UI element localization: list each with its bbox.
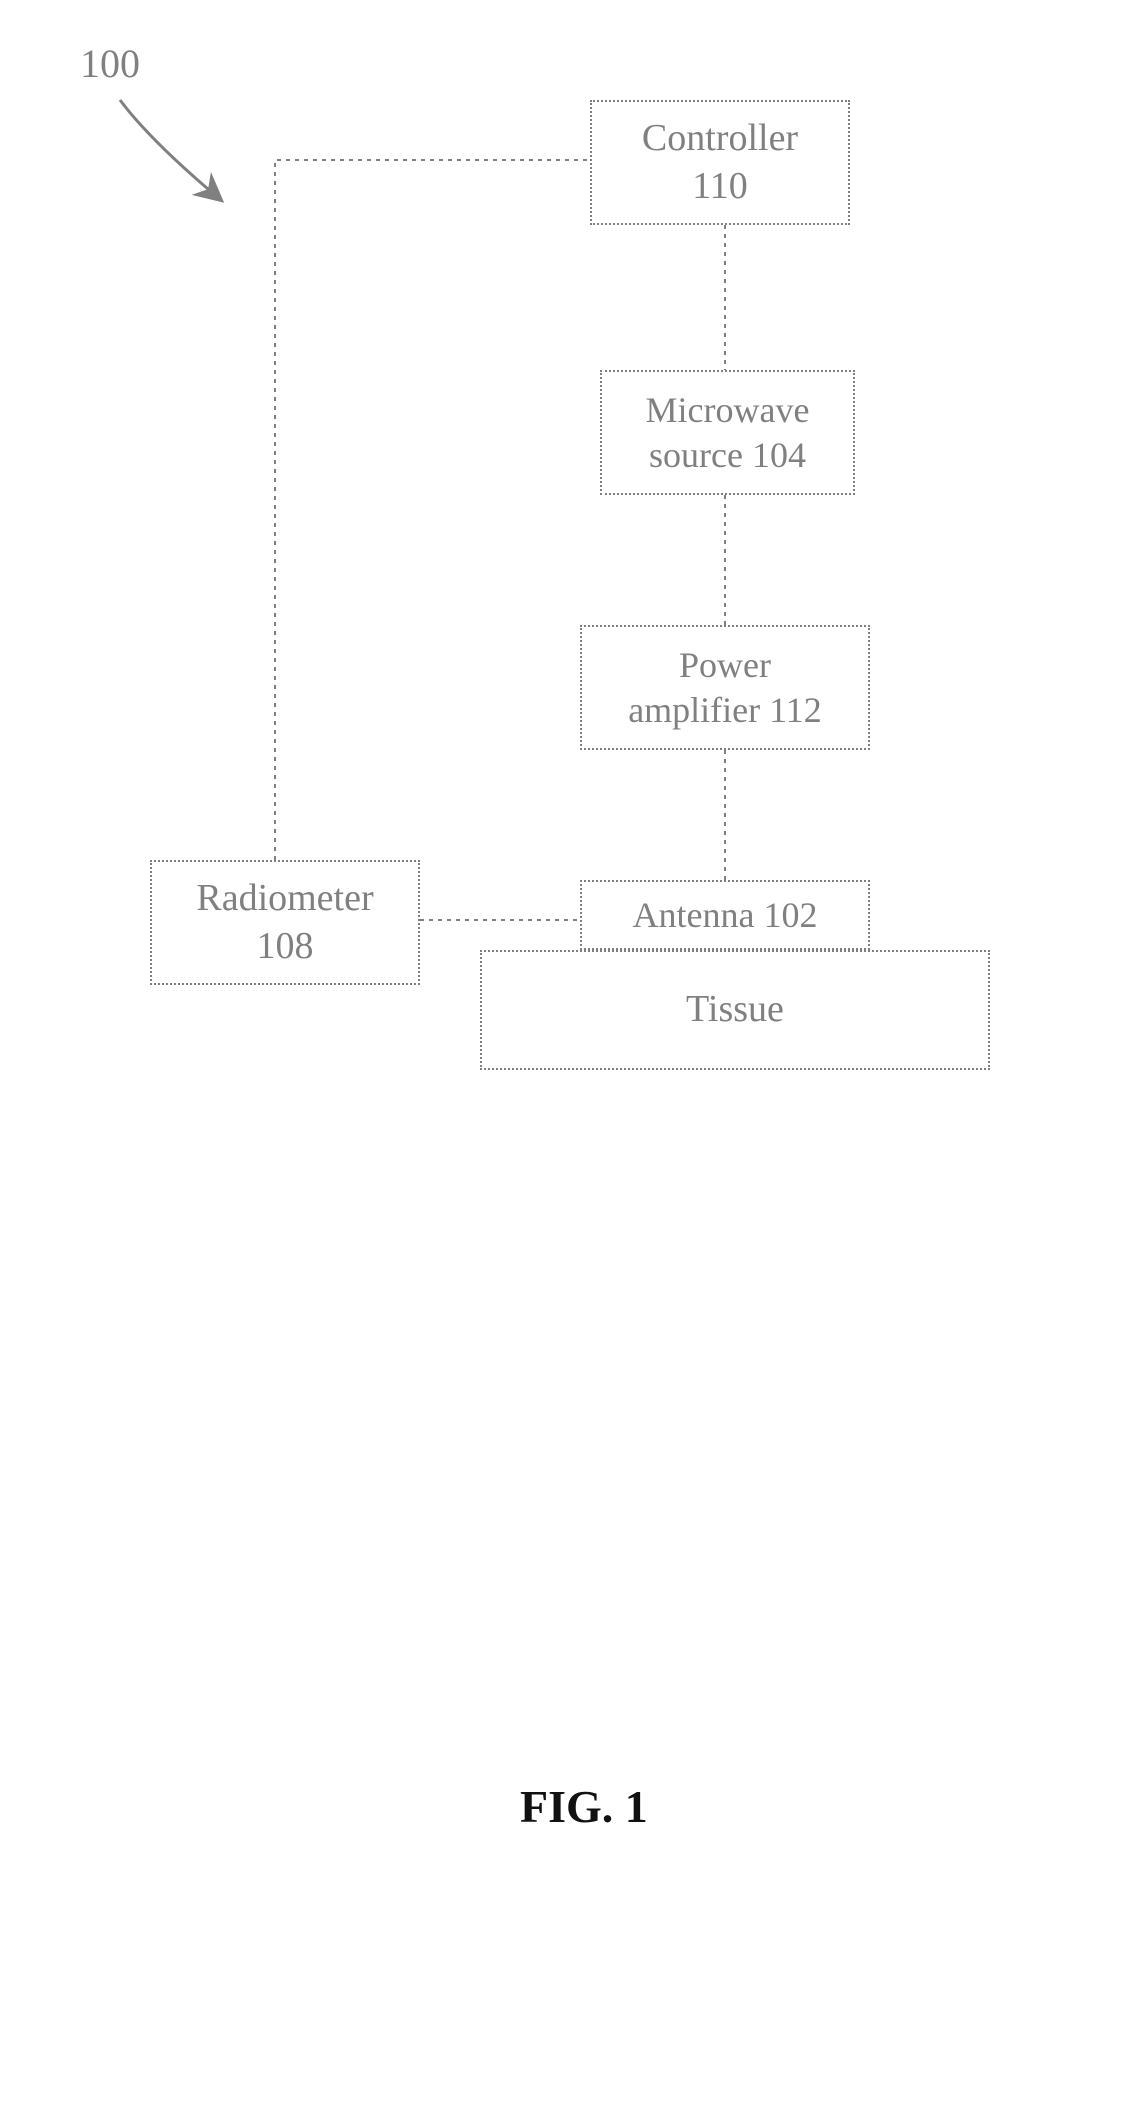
box-tissue: Tissue — [480, 950, 990, 1070]
box-radiometer-line1: Radiometer — [196, 875, 373, 923]
box-radiometer-line2: 108 — [257, 923, 314, 971]
figure-canvas: 100 Controller 110 Microwave source 104 … — [0, 0, 1148, 2125]
figure-caption: FIG. 1 — [520, 1780, 648, 1833]
box-power-amplifier: Power amplifier 112 — [580, 625, 870, 750]
box-poweramp-line2: amplifier 112 — [628, 688, 822, 733]
box-poweramp-line1: Power — [679, 643, 771, 688]
box-controller: Controller 110 — [590, 100, 850, 225]
box-microwave-line2: source 104 — [649, 433, 806, 478]
box-antenna-line1: Antenna 102 — [633, 893, 818, 938]
box-tissue-line1: Tissue — [686, 986, 784, 1034]
box-controller-line1: Controller — [642, 115, 798, 163]
box-microwave-source: Microwave source 104 — [600, 370, 855, 495]
ref-number-100: 100 — [80, 40, 140, 87]
box-microwave-line1: Microwave — [646, 388, 810, 433]
box-controller-line2: 110 — [692, 163, 748, 211]
box-antenna: Antenna 102 — [580, 880, 870, 950]
leader-arrow — [120, 100, 215, 195]
conn-radiometer-controller — [275, 160, 590, 860]
box-radiometer: Radiometer 108 — [150, 860, 420, 985]
